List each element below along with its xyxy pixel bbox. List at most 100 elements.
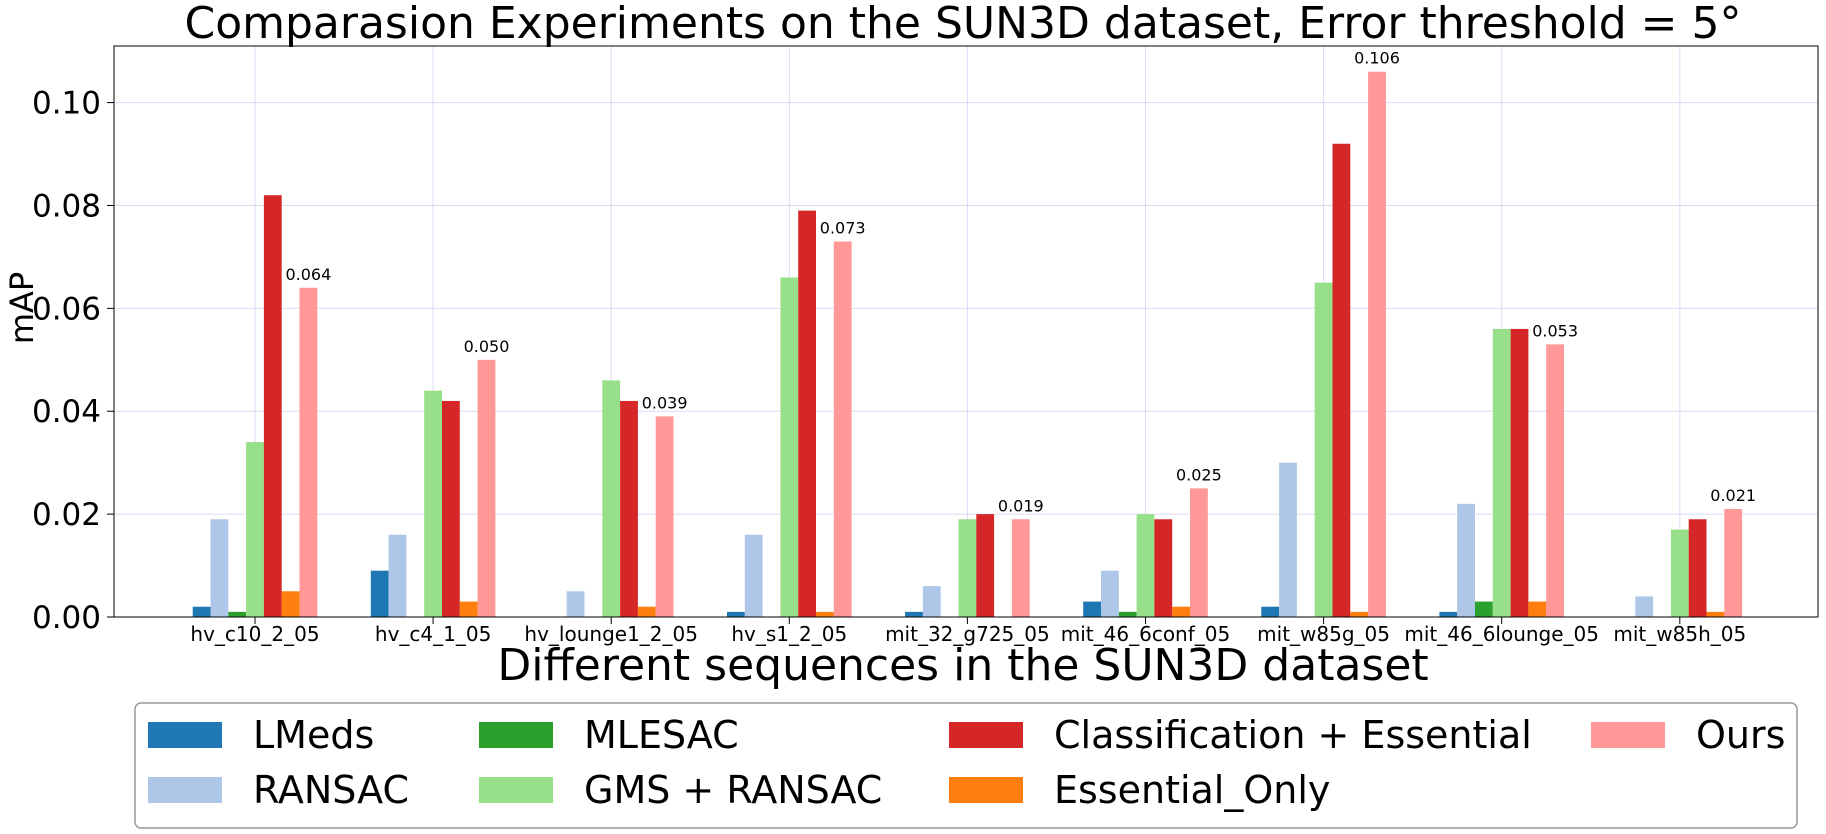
plot-frame <box>113 45 1819 618</box>
bar <box>1314 282 1333 617</box>
x-tick-label: mit_w85g_05 <box>1257 622 1390 646</box>
x-axis-label: Different sequences in the SUN3D dataset <box>497 640 1428 691</box>
bar <box>442 400 460 617</box>
bar <box>1724 508 1743 617</box>
bar <box>1439 611 1458 617</box>
data-label: 0.039 <box>642 393 688 412</box>
bar <box>1011 519 1030 617</box>
bar <box>1083 601 1101 617</box>
data-label: 0.106 <box>1354 49 1400 68</box>
x-tick-label: hv_c10_2_05 <box>190 622 319 646</box>
bar <box>1172 606 1190 617</box>
bar <box>424 390 442 617</box>
x-tick-label: hv_lounge1_2_05 <box>524 622 698 646</box>
data-label: 0.064 <box>285 265 331 284</box>
bar <box>1528 601 1547 617</box>
chart-title: Comparasion Experiments on the SUN3D dat… <box>184 0 1741 49</box>
y-tick-label: 0.02 <box>32 497 101 533</box>
y-axis-label: mAP <box>3 272 41 344</box>
bar <box>922 586 941 617</box>
x-tick-label: hv_c4_1_05 <box>375 622 491 646</box>
bar <box>1635 596 1654 617</box>
bar <box>1368 71 1386 618</box>
y-tick-label: 0.08 <box>32 188 101 224</box>
bar <box>833 241 852 617</box>
legend-swatch <box>479 777 553 803</box>
bar <box>780 277 799 617</box>
data-label: 0.053 <box>1532 321 1578 340</box>
y-tick-label: 0.06 <box>32 291 101 327</box>
bar <box>299 287 318 617</box>
data-label: 0.019 <box>998 496 1044 515</box>
bar <box>1492 328 1511 617</box>
x-axis: hv_c10_2_05 hv_c4_1_05 hv_lounge1_2_05 hv_s… <box>190 617 1746 646</box>
bar <box>744 534 763 617</box>
x-tick-label: mit_32_g725_05 <box>885 622 1050 646</box>
bar <box>602 380 621 617</box>
bar <box>905 611 923 617</box>
legend-swatch <box>1591 722 1665 748</box>
data-label: 0.073 <box>820 218 866 237</box>
bar <box>210 519 229 617</box>
bar <box>388 534 407 617</box>
x-tick-label: mit_46_6conf_05 <box>1061 622 1230 646</box>
bar <box>1332 143 1351 617</box>
bar <box>459 601 478 617</box>
legend-label: Essential_Only <box>1054 768 1330 812</box>
legend-label: MLESAC <box>584 713 739 757</box>
data-labels: 0.064 0.050 0.039 0.073 0.019 0.025 0.106 0.053… <box>285 49 1756 516</box>
bar <box>1546 344 1564 617</box>
bar <box>655 416 674 617</box>
bar <box>1350 611 1369 617</box>
bar <box>1118 611 1137 617</box>
bar <box>637 606 656 617</box>
bar <box>1190 488 1208 617</box>
legend-label: Classification + Essential <box>1054 713 1532 757</box>
x-tick-label: mit_w85h_05 <box>1613 622 1746 646</box>
y-tick-label: 0.10 <box>32 86 101 122</box>
bar <box>816 611 834 617</box>
legend-label: Ours <box>1696 713 1785 757</box>
legend-label: RANSAC <box>253 768 409 812</box>
bar <box>1279 462 1297 617</box>
bars <box>192 71 1743 618</box>
bar <box>798 210 816 617</box>
legend: LMeds RANSAC MLESAC GMS + RANSAC Classificat… <box>134 702 1798 829</box>
y-tick-label: 0.00 <box>32 600 101 636</box>
legend-swatch <box>148 722 222 748</box>
bar <box>246 442 264 617</box>
x-tick-label: mit_46_6lounge_05 <box>1404 622 1599 646</box>
bar <box>1154 519 1173 617</box>
legend-swatch <box>949 722 1023 748</box>
bar <box>263 195 282 617</box>
data-label: 0.050 <box>464 337 510 356</box>
data-label: 0.021 <box>1710 486 1756 505</box>
bar <box>976 514 995 617</box>
bar <box>1101 570 1119 617</box>
bar <box>370 570 389 617</box>
bar <box>1688 519 1707 617</box>
bar <box>281 591 300 617</box>
bar <box>1475 601 1493 617</box>
legend-label: LMeds <box>253 713 374 757</box>
legend-swatch <box>949 777 1023 803</box>
bar <box>192 606 211 617</box>
bar <box>727 611 745 617</box>
bar <box>1706 611 1725 617</box>
bar <box>477 359 496 617</box>
x-tick-label: hv_s1_2_05 <box>731 622 847 646</box>
bar <box>1261 606 1280 617</box>
y-tick-label: 0.04 <box>32 394 101 430</box>
data-label: 0.025 <box>1176 465 1222 484</box>
y-axis: 0.00 0.02 0.04 0.06 0.08 0.10 <box>32 86 114 636</box>
bar <box>1670 529 1689 617</box>
bar <box>1136 514 1155 617</box>
bar <box>620 400 638 617</box>
legend-swatch <box>148 777 222 803</box>
bar <box>228 611 247 617</box>
bar <box>566 591 585 617</box>
legend-swatch <box>479 722 553 748</box>
bar <box>958 519 977 617</box>
bar <box>1510 328 1529 617</box>
